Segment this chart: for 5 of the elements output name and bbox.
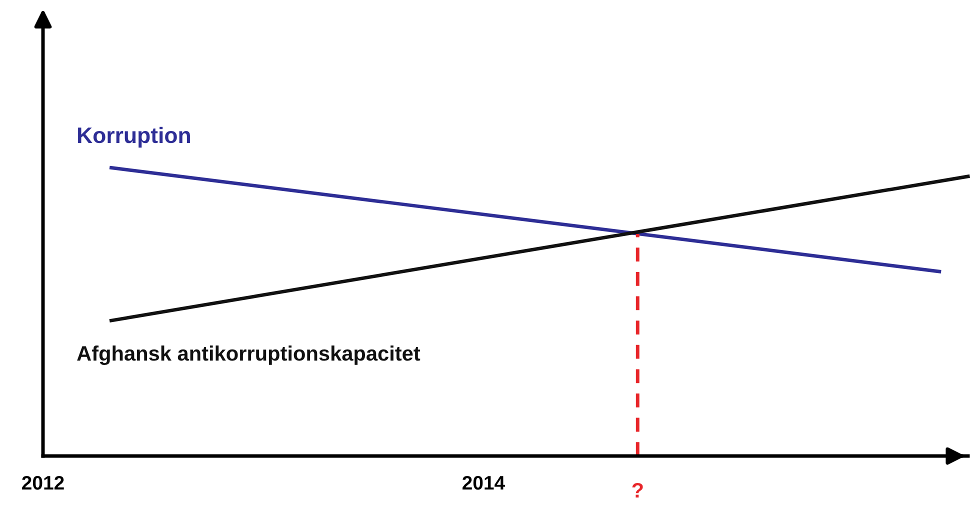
x-tick-label: 2012 [22, 476, 64, 490]
x-tick-label: 2014 [462, 476, 505, 490]
series-label: Korruption [78, 126, 190, 148]
text: Afghansk antikorruptionskapacitet [77, 345, 420, 366]
annotation: ? [632, 482, 643, 498]
